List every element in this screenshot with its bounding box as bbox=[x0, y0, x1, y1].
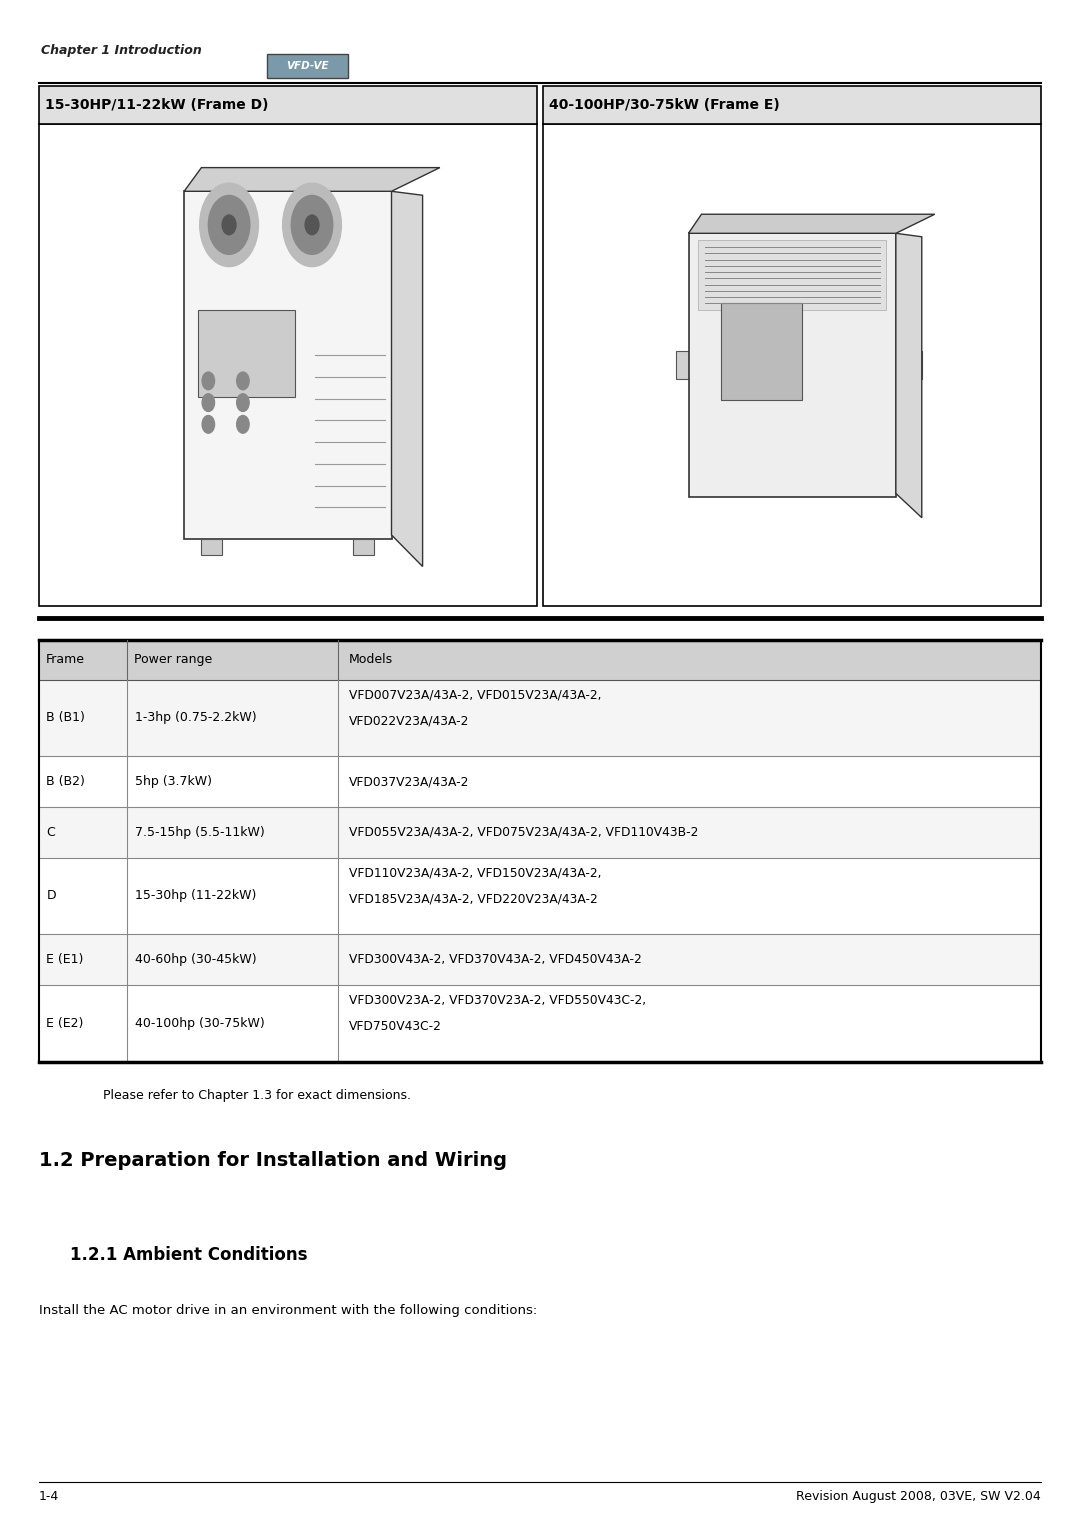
FancyBboxPatch shape bbox=[39, 86, 537, 124]
FancyBboxPatch shape bbox=[39, 807, 1041, 858]
FancyBboxPatch shape bbox=[39, 985, 1041, 1062]
Polygon shape bbox=[689, 215, 935, 233]
FancyBboxPatch shape bbox=[267, 54, 348, 78]
Text: B (B2): B (B2) bbox=[46, 775, 85, 788]
FancyBboxPatch shape bbox=[699, 241, 886, 310]
Polygon shape bbox=[184, 167, 440, 192]
Text: VFD110V23A/43A-2, VFD150V23A/43A-2,: VFD110V23A/43A-2, VFD150V23A/43A-2, bbox=[349, 867, 602, 879]
Text: 1-3hp (0.75-2.2kW): 1-3hp (0.75-2.2kW) bbox=[135, 712, 257, 724]
Text: E (E1): E (E1) bbox=[46, 953, 84, 966]
Text: VFD-VE: VFD-VE bbox=[286, 61, 328, 71]
Text: 40-60hp (30-45kW): 40-60hp (30-45kW) bbox=[135, 953, 257, 966]
Text: 15-30hp (11-22kW): 15-30hp (11-22kW) bbox=[135, 890, 256, 902]
FancyBboxPatch shape bbox=[39, 640, 1041, 680]
Text: Revision August 2008, 03VE, SW V2.04: Revision August 2008, 03VE, SW V2.04 bbox=[796, 1491, 1041, 1503]
FancyBboxPatch shape bbox=[198, 310, 295, 397]
Text: E (E2): E (E2) bbox=[46, 1017, 84, 1029]
Text: 5hp (3.7kW): 5hp (3.7kW) bbox=[135, 775, 212, 788]
Text: VFD185V23A/43A-2, VFD220V23A/43A-2: VFD185V23A/43A-2, VFD220V23A/43A-2 bbox=[349, 893, 597, 905]
Polygon shape bbox=[392, 192, 422, 566]
Text: VFD037V23A/43A-2: VFD037V23A/43A-2 bbox=[349, 775, 469, 788]
Circle shape bbox=[202, 373, 215, 390]
Text: VFD055V23A/43A-2, VFD075V23A/43A-2, VFD110V43B-2: VFD055V23A/43A-2, VFD075V23A/43A-2, VFD1… bbox=[349, 825, 698, 839]
Circle shape bbox=[306, 215, 319, 235]
FancyBboxPatch shape bbox=[543, 124, 1041, 606]
FancyBboxPatch shape bbox=[202, 538, 222, 555]
Circle shape bbox=[202, 394, 215, 411]
Circle shape bbox=[283, 183, 341, 267]
Text: VFD007V23A/43A-2, VFD015V23A/43A-2,: VFD007V23A/43A-2, VFD015V23A/43A-2, bbox=[349, 689, 602, 701]
Text: D: D bbox=[46, 890, 56, 902]
FancyBboxPatch shape bbox=[39, 756, 1041, 807]
Text: 40-100hp (30-75kW): 40-100hp (30-75kW) bbox=[135, 1017, 265, 1029]
Circle shape bbox=[237, 373, 249, 390]
FancyBboxPatch shape bbox=[721, 302, 802, 400]
Text: C: C bbox=[46, 825, 55, 839]
Text: 7.5-15hp (5.5-11kW): 7.5-15hp (5.5-11kW) bbox=[135, 825, 265, 839]
Text: 1.2.1 Ambient Conditions: 1.2.1 Ambient Conditions bbox=[70, 1246, 308, 1264]
FancyBboxPatch shape bbox=[39, 680, 1041, 756]
Text: VFD300V23A-2, VFD370V23A-2, VFD550V43C-2,: VFD300V23A-2, VFD370V23A-2, VFD550V43C-2… bbox=[349, 994, 646, 1006]
FancyBboxPatch shape bbox=[39, 934, 1041, 985]
FancyBboxPatch shape bbox=[676, 351, 689, 379]
FancyBboxPatch shape bbox=[184, 192, 392, 538]
Text: 15-30HP/11-22kW (Frame D): 15-30HP/11-22kW (Frame D) bbox=[45, 98, 269, 112]
Text: Power range: Power range bbox=[134, 653, 212, 666]
Circle shape bbox=[222, 215, 237, 235]
FancyBboxPatch shape bbox=[39, 858, 1041, 934]
Text: VFD750V43C-2: VFD750V43C-2 bbox=[349, 1020, 442, 1032]
FancyBboxPatch shape bbox=[543, 86, 1041, 124]
Polygon shape bbox=[896, 233, 922, 517]
FancyBboxPatch shape bbox=[909, 351, 922, 379]
Text: VFD300V43A-2, VFD370V43A-2, VFD450V43A-2: VFD300V43A-2, VFD370V43A-2, VFD450V43A-2 bbox=[349, 953, 642, 966]
Text: B (B1): B (B1) bbox=[46, 712, 85, 724]
Circle shape bbox=[200, 183, 258, 267]
FancyBboxPatch shape bbox=[353, 538, 375, 555]
Text: VFD022V23A/43A-2: VFD022V23A/43A-2 bbox=[349, 715, 469, 727]
Circle shape bbox=[237, 394, 249, 411]
FancyBboxPatch shape bbox=[689, 233, 896, 497]
Text: Frame: Frame bbox=[45, 653, 84, 666]
Circle shape bbox=[202, 416, 215, 433]
Circle shape bbox=[292, 195, 333, 255]
Circle shape bbox=[237, 416, 249, 433]
Text: 1-4: 1-4 bbox=[39, 1491, 59, 1503]
FancyBboxPatch shape bbox=[39, 124, 537, 606]
Text: Chapter 1 Introduction: Chapter 1 Introduction bbox=[41, 44, 202, 57]
Text: Install the AC motor drive in an environment with the following conditions:: Install the AC motor drive in an environ… bbox=[39, 1304, 537, 1316]
Text: Models: Models bbox=[349, 653, 393, 666]
Text: 1.2 Preparation for Installation and Wiring: 1.2 Preparation for Installation and Wir… bbox=[39, 1150, 507, 1169]
Circle shape bbox=[208, 195, 249, 255]
Text: Please refer to Chapter 1.3 for exact dimensions.: Please refer to Chapter 1.3 for exact di… bbox=[103, 1089, 410, 1101]
Text: 40-100HP/30-75kW (Frame E): 40-100HP/30-75kW (Frame E) bbox=[549, 98, 780, 112]
